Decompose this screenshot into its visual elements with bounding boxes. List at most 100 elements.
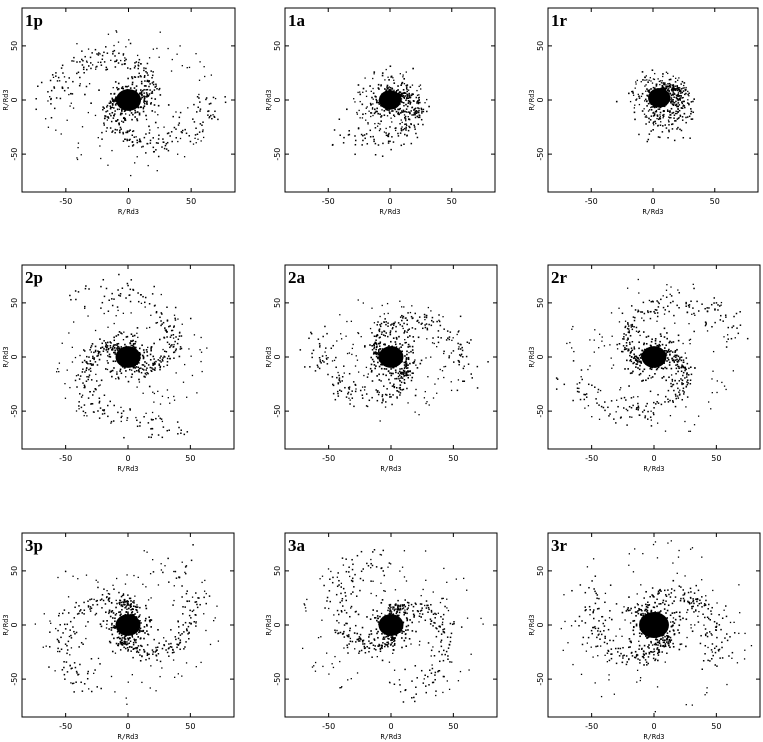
arm-point [576,387,579,389]
arm-point [628,330,631,332]
core-point [650,96,652,99]
halo-point [662,75,664,78]
arm-point [378,349,380,351]
core-point [128,98,130,101]
arm-point [389,333,392,336]
arm-point [76,613,79,615]
arm-point [414,112,416,115]
arm-point [90,67,92,70]
arm-point [332,344,334,347]
core-point [397,85,399,87]
arm-point [382,398,384,400]
arm-point [688,367,690,370]
core-point [395,91,397,93]
core-point [91,343,94,345]
arm-point [411,93,413,95]
halo-point [598,333,601,335]
core-point [364,345,366,348]
core-point [149,619,152,621]
halo-point [203,590,206,592]
arm-point [376,391,379,393]
core-point [391,102,394,104]
core-point [676,97,679,100]
arm-point [674,359,677,361]
arm-point [132,608,134,611]
core-point [667,349,670,352]
arm-point [392,324,395,326]
halo-point [692,283,694,286]
core-point [394,356,397,358]
core-point [656,355,659,358]
core-point [673,87,676,90]
halo-point [174,676,176,678]
core-point [119,626,122,628]
arm-point [85,380,88,382]
arm-point [208,103,211,105]
halo-point [640,95,643,98]
core-point [122,105,125,107]
arm-point [381,401,383,404]
arm-point [150,92,153,94]
arm-point [106,52,109,54]
y-tick-label: 50 [536,41,545,51]
arm-point [610,400,613,402]
core-point [407,364,409,366]
arm-point [126,647,129,649]
halo-point [677,99,679,102]
arm-point [690,113,692,115]
arm-point [148,653,150,656]
core-point [380,363,382,366]
arm-point [621,312,624,315]
core-point [178,355,181,358]
arm-point [123,600,126,602]
core-point [649,353,652,356]
arm-point [173,126,176,129]
arm-point [676,118,679,120]
halo-point [205,629,207,632]
arm-point [182,613,184,615]
halo-point [609,344,611,346]
core-point [658,359,661,361]
core-point [656,348,659,351]
arm-point [555,388,558,390]
halo-point [124,138,126,140]
arm-point [147,94,150,97]
core-point [113,625,115,627]
arm-point [179,346,182,348]
core-point [124,626,126,628]
halo-point [631,349,633,352]
arm-point [211,117,213,120]
halo-point [125,46,127,48]
core-point [357,613,360,616]
core-point [420,359,423,362]
arm-point [168,581,170,583]
arm-point [108,600,111,603]
core-point [390,632,393,635]
halo-point [98,385,100,387]
y-tick-label: 50 [273,298,282,308]
core-point [401,627,404,629]
core-point [392,114,395,117]
core-point [661,97,663,99]
core-point [130,105,132,108]
core-point [115,642,118,645]
arm-point [407,367,409,369]
halo-point [397,113,399,115]
arm-point [661,84,664,87]
core-point [647,90,649,92]
core-point [122,366,124,368]
arm-point [447,337,449,339]
halo-point [128,114,131,116]
core-point [667,358,670,361]
arm-point [133,370,136,373]
halo-point [71,346,73,348]
halo-point [203,66,205,68]
halo-point [572,325,574,328]
core-point [138,615,141,618]
core-point [396,357,398,359]
arm-point [97,350,99,352]
arm-point [459,315,462,318]
arm-point [323,361,325,363]
arm-point [129,129,131,131]
arm-point [137,370,140,372]
